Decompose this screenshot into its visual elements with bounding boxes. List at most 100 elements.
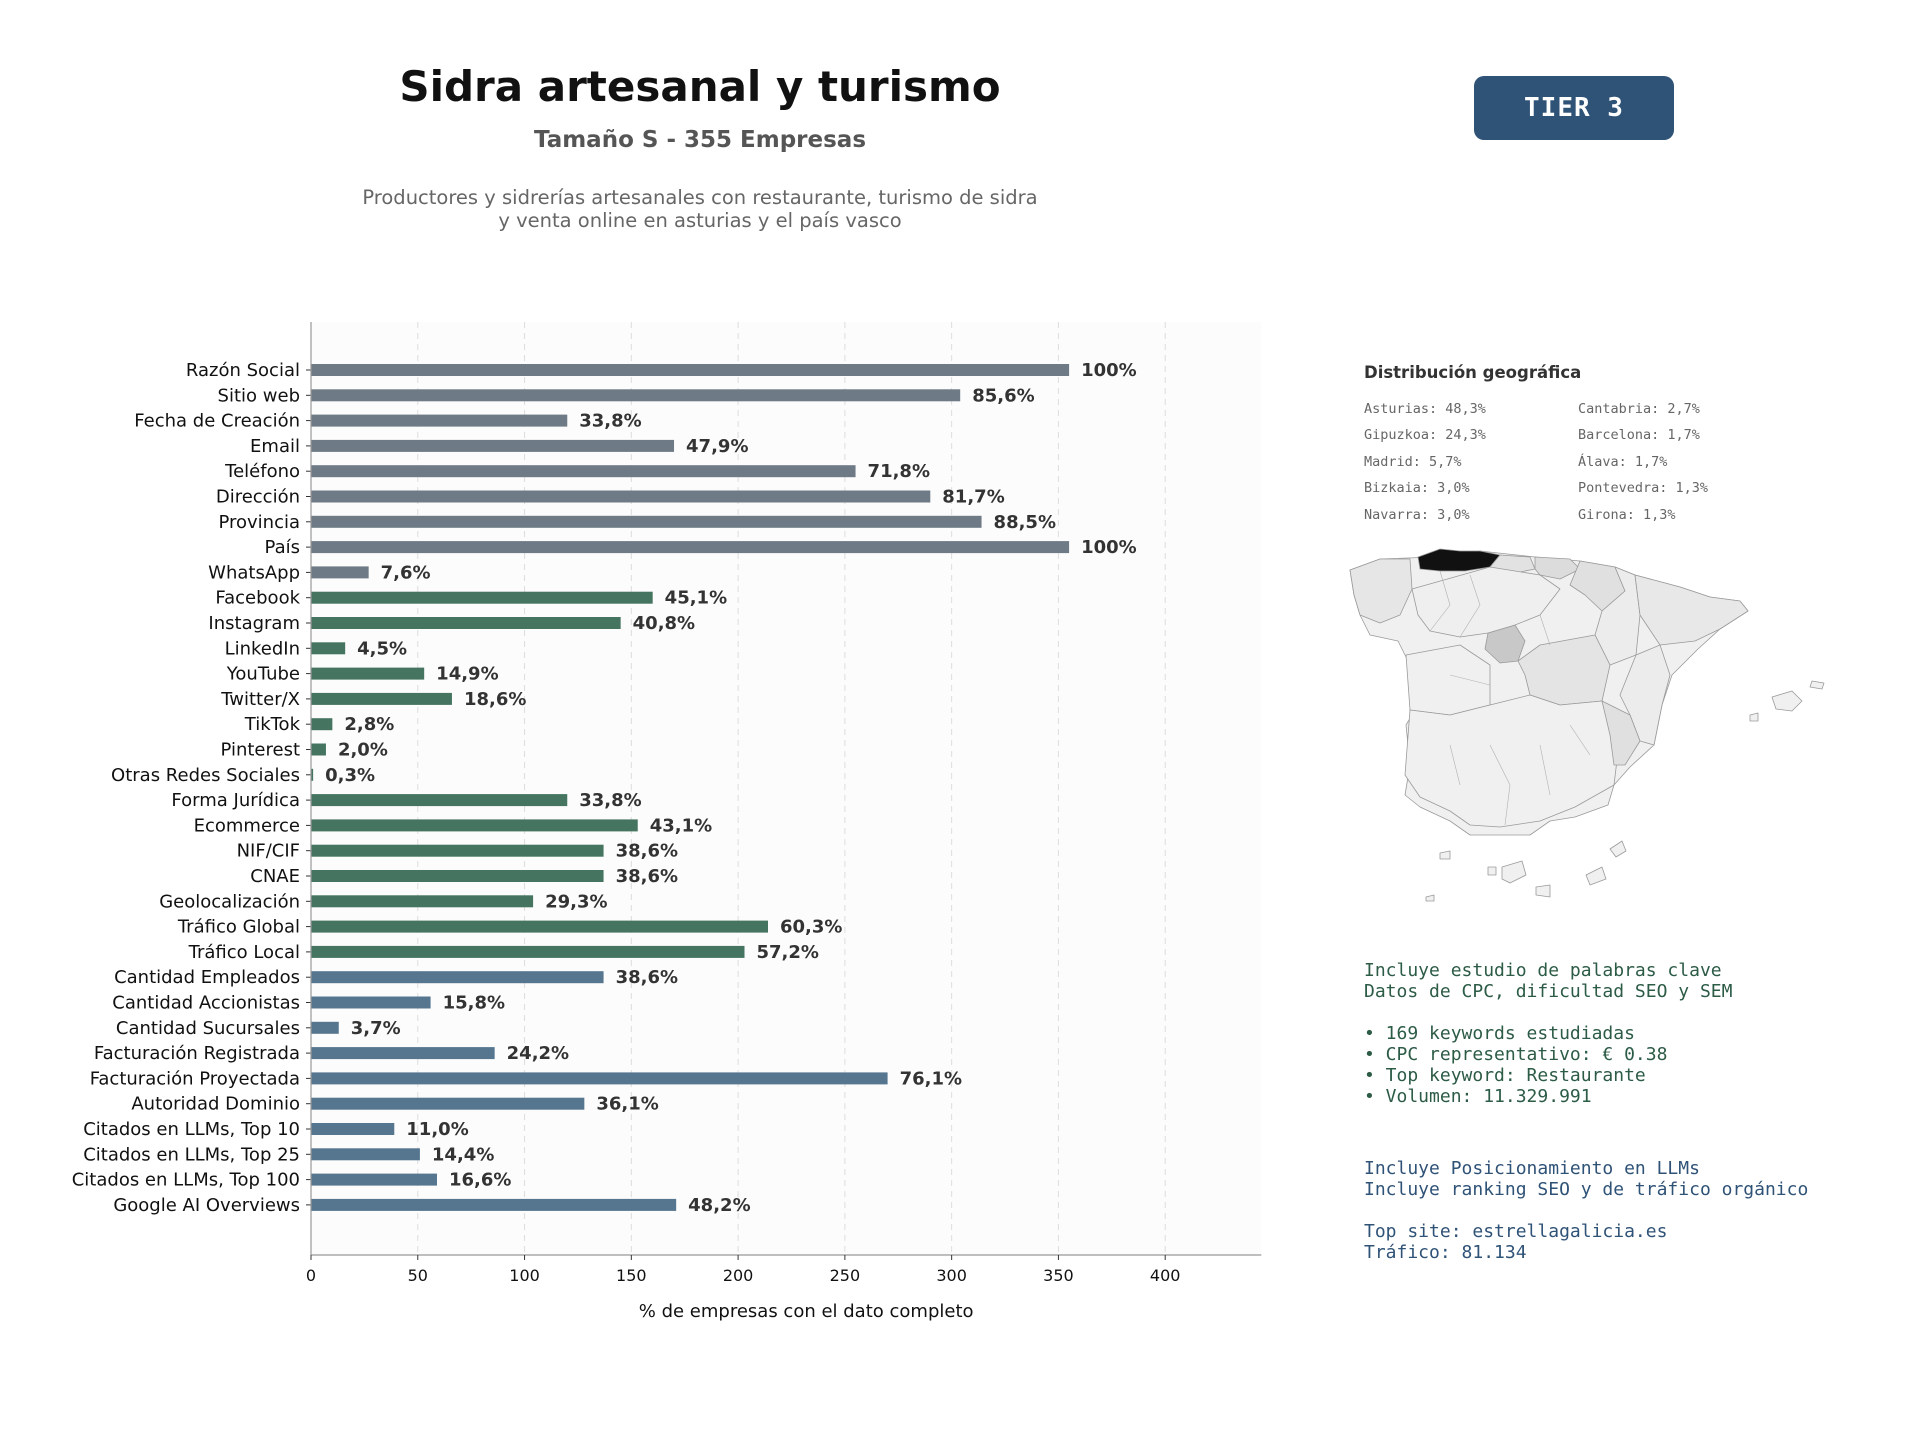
x-tick-label: 350 bbox=[1043, 1266, 1074, 1285]
category-label: Tráfico Local bbox=[188, 942, 300, 963]
geo-item: Cantabria: 2,7% bbox=[1578, 401, 1700, 417]
value-label: 43,1% bbox=[650, 815, 712, 836]
value-label: 57,2% bbox=[757, 942, 819, 963]
bar bbox=[311, 1072, 888, 1085]
geo-item: Girona: 1,3% bbox=[1578, 507, 1676, 523]
category-label: Teléfono bbox=[224, 461, 300, 482]
bar bbox=[311, 794, 568, 807]
geo-item: Navarra: 3,0% bbox=[1364, 507, 1470, 523]
value-label: 71,8% bbox=[868, 461, 930, 482]
llm-line-1: Incluye Posicionamiento en LLMs bbox=[1364, 1158, 1700, 1179]
description: Productores y sidrerías artesanales con … bbox=[200, 186, 1200, 232]
x-tick-label: 300 bbox=[936, 1266, 967, 1285]
category-label: Otras Redes Sociales bbox=[111, 765, 300, 786]
keywords-bullet: • Volumen: 11.329.991 bbox=[1364, 1086, 1592, 1107]
bar bbox=[311, 1097, 585, 1110]
bar bbox=[311, 768, 314, 781]
value-label: 3,7% bbox=[351, 1018, 401, 1039]
bar-chart: Razón Social 100% Sitio web 85,6% Fecha de C… bbox=[72, 322, 1262, 1322]
bar bbox=[311, 895, 534, 908]
map-region-andalucia bbox=[1404, 694, 1621, 828]
category-label: Geolocalización bbox=[159, 891, 300, 912]
x-tick-label: 400 bbox=[1150, 1266, 1181, 1285]
bar bbox=[311, 1021, 339, 1034]
value-label: 38,6% bbox=[616, 866, 678, 887]
bar bbox=[311, 819, 638, 832]
map-region-murcia bbox=[1601, 700, 1641, 766]
map-canary-7 bbox=[1425, 894, 1435, 902]
value-label: 76,1% bbox=[900, 1068, 962, 1089]
map-balearic-mallorca bbox=[1771, 690, 1803, 712]
geo-item: Gipuzkoa: 24,3% bbox=[1364, 427, 1486, 443]
category-label: LinkedIn bbox=[225, 638, 300, 659]
category-label: CNAE bbox=[250, 866, 300, 887]
page-title: Sidra artesanal y turismo bbox=[399, 62, 1001, 111]
x-tick-label: 100 bbox=[509, 1266, 540, 1285]
map-region-cataluna bbox=[1634, 574, 1749, 646]
bar bbox=[311, 617, 621, 629]
description-line-2: y venta online en asturias y el país vas… bbox=[498, 209, 902, 232]
keywords-bullet: • 169 keywords estudiadas bbox=[1364, 1023, 1635, 1044]
value-label: 33,8% bbox=[579, 790, 641, 811]
value-label: 14,9% bbox=[436, 664, 498, 685]
keywords-bullet: • Top keyword: Restaurante bbox=[1364, 1065, 1646, 1086]
category-label: Google AI Overviews bbox=[113, 1195, 300, 1216]
category-label: Razón Social bbox=[186, 360, 300, 381]
value-label: 7,6% bbox=[381, 562, 431, 583]
bar bbox=[311, 996, 431, 1009]
bar bbox=[311, 920, 768, 933]
bar bbox=[311, 364, 1070, 376]
bar bbox=[311, 591, 653, 604]
bar bbox=[311, 692, 452, 705]
category-label: Pinterest bbox=[220, 740, 300, 761]
category-label: Citados en LLMs, Top 100 bbox=[72, 1170, 300, 1191]
value-label: 40,8% bbox=[633, 613, 695, 634]
value-label: 60,3% bbox=[780, 917, 842, 938]
value-label: 100% bbox=[1081, 360, 1137, 381]
bar bbox=[311, 1047, 495, 1060]
map-balearic-menorca bbox=[1809, 680, 1825, 690]
spain-map bbox=[1349, 548, 1825, 902]
category-label: Instagram bbox=[208, 613, 300, 634]
keywords-info: Incluye estudio de palabras clave Datos … bbox=[1364, 960, 1732, 1107]
value-label: 14,4% bbox=[432, 1144, 494, 1165]
geo-item: Bizkaia: 3,0% bbox=[1364, 480, 1470, 496]
map-canary-2 bbox=[1487, 866, 1497, 876]
category-label: WhatsApp bbox=[208, 562, 300, 583]
value-label: 81,7% bbox=[942, 487, 1004, 508]
bar bbox=[311, 718, 333, 731]
geo-item: Pontevedra: 1,3% bbox=[1578, 480, 1709, 496]
value-label: 2,8% bbox=[344, 714, 394, 735]
bar bbox=[311, 945, 745, 958]
map-canary-1 bbox=[1439, 850, 1451, 860]
bar bbox=[311, 971, 604, 984]
x-tick-label: 50 bbox=[408, 1266, 428, 1285]
category-label: Facturación Registrada bbox=[94, 1043, 300, 1064]
value-label: 100% bbox=[1081, 537, 1137, 558]
value-label: 16,6% bbox=[449, 1170, 511, 1191]
category-label: Cantidad Empleados bbox=[114, 967, 300, 988]
bar bbox=[311, 389, 961, 402]
x-tick-label: 0 bbox=[306, 1266, 316, 1285]
bar bbox=[311, 541, 1070, 554]
tier-badge: TIER 3 bbox=[1474, 76, 1674, 140]
bar bbox=[311, 743, 326, 756]
bar bbox=[311, 414, 568, 427]
category-label: Cantidad Sucursales bbox=[116, 1018, 300, 1039]
category-label: Forma Jurídica bbox=[171, 790, 300, 811]
value-label: 88,5% bbox=[994, 512, 1056, 533]
category-label: Cantidad Accionistas bbox=[112, 993, 300, 1014]
category-label: Provincia bbox=[218, 512, 300, 533]
bar bbox=[311, 870, 604, 882]
map-canary-4 bbox=[1535, 884, 1551, 898]
category-label: Facebook bbox=[215, 588, 300, 609]
bar bbox=[311, 515, 982, 528]
value-label: 38,6% bbox=[616, 967, 678, 988]
bar bbox=[311, 490, 931, 503]
geo-distribution-title: Distribución geográfica bbox=[1364, 363, 1582, 382]
x-tick-label: 150 bbox=[616, 1266, 647, 1285]
geo-item: Barcelona: 1,7% bbox=[1578, 427, 1700, 443]
value-label: 0,3% bbox=[325, 765, 375, 786]
bar bbox=[311, 1148, 420, 1161]
value-label: 2,0% bbox=[338, 740, 388, 761]
